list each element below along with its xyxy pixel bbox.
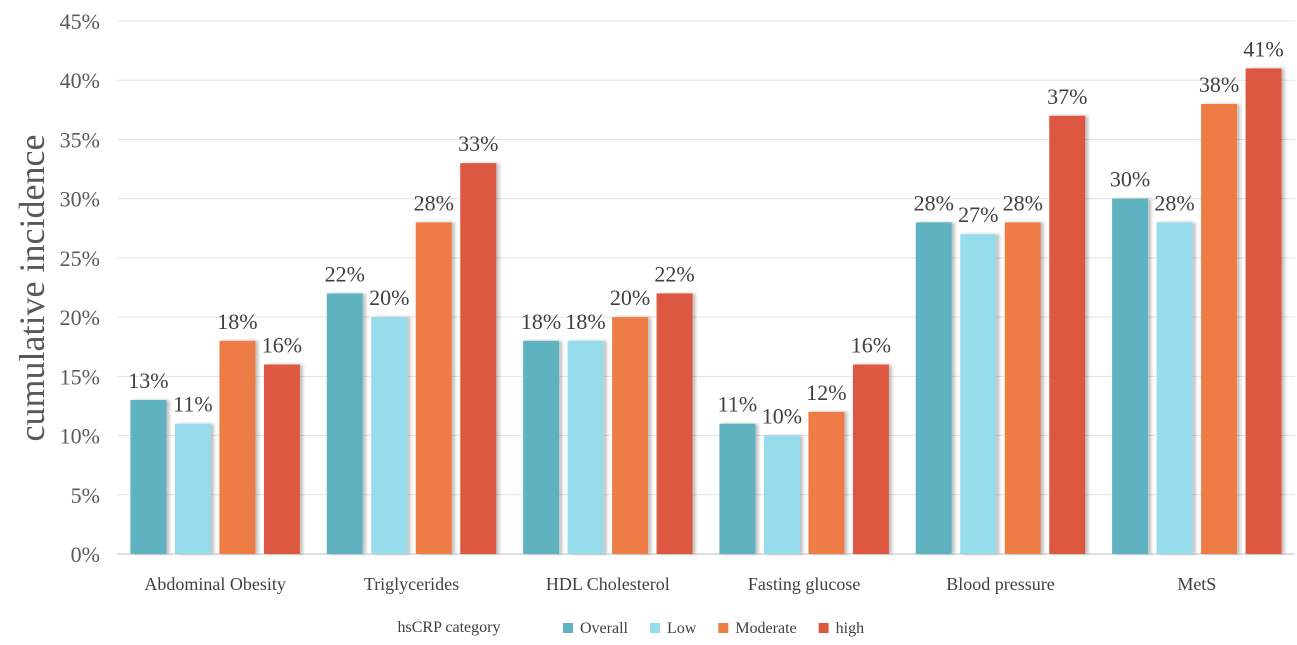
bar: [852, 364, 889, 554]
x-axis-label: hsCRP category: [398, 619, 501, 636]
bar: [1112, 198, 1149, 554]
legend-swatch: [649, 623, 660, 633]
bar: [415, 222, 452, 554]
bar: [1049, 115, 1086, 554]
y-tick-label: 25%: [60, 246, 100, 271]
data-label: 18%: [521, 309, 561, 334]
bar: [567, 340, 604, 554]
x-axis-ticks: Abdominal Obesity Triglycerides HDL Choles…: [144, 574, 1216, 594]
data-label: 20%: [610, 285, 650, 310]
legend-item: Moderate: [718, 620, 797, 637]
y-tick-label: 0%: [71, 542, 100, 567]
data-label: 38%: [1199, 72, 1239, 97]
y-axis-ticks: 0% 5% 10% 15% 20% 25% 30% 35% 40% 45%: [60, 9, 100, 567]
data-label: 41%: [1243, 36, 1283, 61]
data-label: 16%: [262, 332, 302, 357]
data-label: 11%: [718, 392, 758, 417]
data-label: 22%: [654, 261, 694, 286]
bar: [719, 423, 756, 554]
data-label: 18%: [565, 309, 605, 334]
bar: [219, 340, 256, 554]
bar: [326, 293, 363, 554]
data-label: 16%: [851, 332, 891, 357]
x-tick-label: Abdominal Obesity: [144, 574, 286, 594]
data-label: 33%: [458, 131, 498, 156]
bar: [371, 317, 408, 554]
data-label: 28%: [414, 190, 454, 215]
legend-item: Overall: [563, 620, 629, 637]
legend-swatch: [563, 623, 573, 633]
data-label: 20%: [369, 285, 409, 310]
y-tick-label: 40%: [60, 68, 100, 93]
bar: [1004, 222, 1041, 554]
legend-item: Low: [649, 620, 697, 637]
legend-label: Overall: [580, 620, 629, 637]
data-label: 37%: [1047, 84, 1087, 109]
y-tick-label: 20%: [60, 305, 100, 330]
data-label: 28%: [1154, 190, 1194, 215]
data-label: 30%: [1110, 167, 1150, 192]
data-label: 27%: [958, 202, 998, 227]
data-label: 28%: [1003, 190, 1043, 215]
bar: [1201, 103, 1238, 555]
x-tick-label: MetS: [1177, 574, 1216, 594]
legend: Overall Low Moderate high: [563, 620, 864, 637]
y-tick-label: 15%: [60, 364, 100, 389]
bar: [174, 423, 211, 554]
y-tick-label: 45%: [60, 9, 100, 34]
bar: [523, 340, 560, 554]
data-labels: 13%11%18%16%22%20%28%33%18% 18%20%22%11% 1…: [128, 36, 1283, 428]
y-tick-label: 35%: [60, 127, 100, 152]
data-label: 11%: [173, 392, 213, 417]
data-label: 22%: [325, 261, 365, 286]
y-tick-label: 30%: [60, 187, 100, 212]
data-label: 13%: [128, 368, 168, 393]
legend-label: Low: [667, 620, 697, 637]
gridlines: [117, 20, 1295, 555]
x-tick-label: Blood pressure: [946, 574, 1054, 594]
legend-swatch: [718, 623, 729, 633]
data-label: 18%: [217, 309, 257, 334]
x-tick-label: Fasting glucose: [748, 574, 861, 594]
bar: [460, 163, 497, 554]
data-label: 28%: [914, 190, 954, 215]
legend-label: Moderate: [735, 620, 796, 637]
bars: [130, 68, 1282, 555]
bar: [656, 293, 693, 554]
bar: [130, 400, 167, 554]
bar: [808, 411, 845, 554]
legend-label: high: [836, 620, 864, 637]
bar: [763, 435, 800, 554]
legend-item: high: [818, 620, 864, 637]
bar: [960, 234, 997, 554]
x-tick-label: HDL Cholesterol: [546, 574, 670, 594]
bar: [612, 317, 649, 554]
y-axis-label: cumulative incidence: [12, 135, 52, 442]
bar: [1245, 68, 1282, 554]
y-tick-label: 10%: [60, 424, 100, 449]
x-tick-label: Triglycerides: [364, 574, 459, 594]
bar: [263, 364, 300, 554]
data-label: 12%: [806, 380, 846, 405]
data-label: 10%: [762, 404, 802, 429]
y-tick-label: 5%: [71, 483, 100, 508]
bar: [1156, 222, 1193, 554]
legend-swatch: [818, 623, 829, 633]
bar: [915, 222, 952, 554]
